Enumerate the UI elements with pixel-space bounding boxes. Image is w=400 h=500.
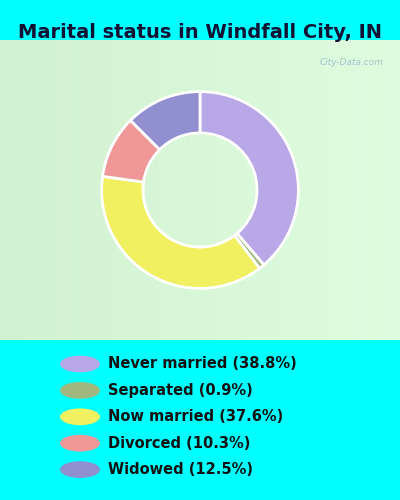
Wedge shape	[234, 234, 264, 268]
Circle shape	[61, 462, 99, 477]
Text: Widowed (12.5%): Widowed (12.5%)	[108, 462, 253, 477]
Text: Marital status in Windfall City, IN: Marital status in Windfall City, IN	[18, 22, 382, 42]
Wedge shape	[102, 120, 160, 182]
Wedge shape	[102, 176, 260, 288]
Wedge shape	[200, 92, 298, 265]
Text: Divorced (10.3%): Divorced (10.3%)	[108, 436, 250, 450]
Text: City-Data.com: City-Data.com	[320, 58, 384, 67]
Text: Never married (38.8%): Never married (38.8%)	[108, 356, 297, 372]
Circle shape	[61, 436, 99, 451]
Circle shape	[61, 409, 99, 424]
Text: Separated (0.9%): Separated (0.9%)	[108, 383, 253, 398]
Circle shape	[61, 382, 99, 398]
Circle shape	[61, 356, 99, 372]
Text: Now married (37.6%): Now married (37.6%)	[108, 410, 283, 424]
Wedge shape	[130, 92, 200, 150]
